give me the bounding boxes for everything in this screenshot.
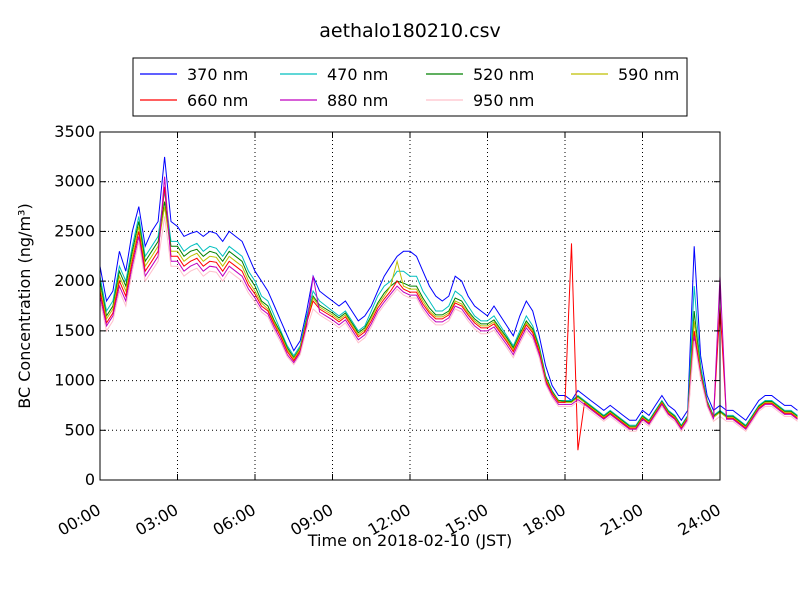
legend-label: 880 nm [327,91,388,110]
y-tick-label: 0 [85,470,95,489]
x-axis-label: Time on 2018-02-10 (JST) [307,531,512,550]
legend-label: 590 nm [618,65,679,84]
y-axis: 0 500 1000 1500 2000 2500 3000 3500 [54,122,720,489]
legend: 370 nm 470 nm 520 nm 590 nm 660 nm 880 nm 950 … [132,57,688,117]
series-line-470-nm [99,191,798,427]
series-line-950-nm [99,216,798,433]
grid-lines [100,132,720,480]
x-tick-label: 24:00 [675,500,724,540]
series-line-520-nm [99,201,798,428]
legend-label: 520 nm [473,65,534,84]
x-tick-label: 06:00 [210,500,259,540]
series-lines [99,156,798,451]
y-tick-label: 1000 [54,371,95,390]
legend-label: 470 nm [327,65,388,84]
series-line-590-nm [99,206,798,429]
y-tick-label: 3000 [54,172,95,191]
series-line-660-nm [99,186,798,451]
x-axis: 00:00 03:00 06:00 09:00 12:00 15:00 18:00 21:00… [55,132,724,540]
y-tick-label: 2500 [54,221,95,240]
y-tick-label: 2000 [54,271,95,290]
y-axis-label: BC Concentration (ng/m³) [15,203,34,408]
x-tick-label: 18:00 [520,500,569,540]
y-tick-label: 500 [64,420,95,439]
legend-box [132,57,688,117]
chart-title: aethalo180210.csv [319,20,501,42]
x-tick-label: 03:00 [132,500,181,540]
legend-label: 950 nm [473,91,534,110]
legend-label: 370 nm [187,65,248,84]
series-line-880-nm [99,176,798,431]
x-tick-label: 00:00 [55,500,104,540]
legend-label: 660 nm [187,91,248,110]
y-tick-label: 3500 [54,122,95,141]
y-tick-label: 1500 [54,321,95,340]
x-tick-label: 21:00 [597,500,646,540]
series-line-370-nm [99,156,798,422]
